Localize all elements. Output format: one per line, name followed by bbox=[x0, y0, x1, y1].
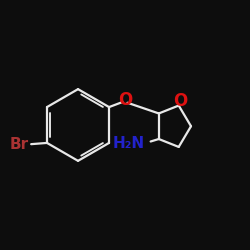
Text: O: O bbox=[118, 91, 132, 109]
Text: Br: Br bbox=[10, 137, 29, 152]
Text: H₂N: H₂N bbox=[112, 136, 145, 151]
Text: O: O bbox=[173, 92, 187, 110]
